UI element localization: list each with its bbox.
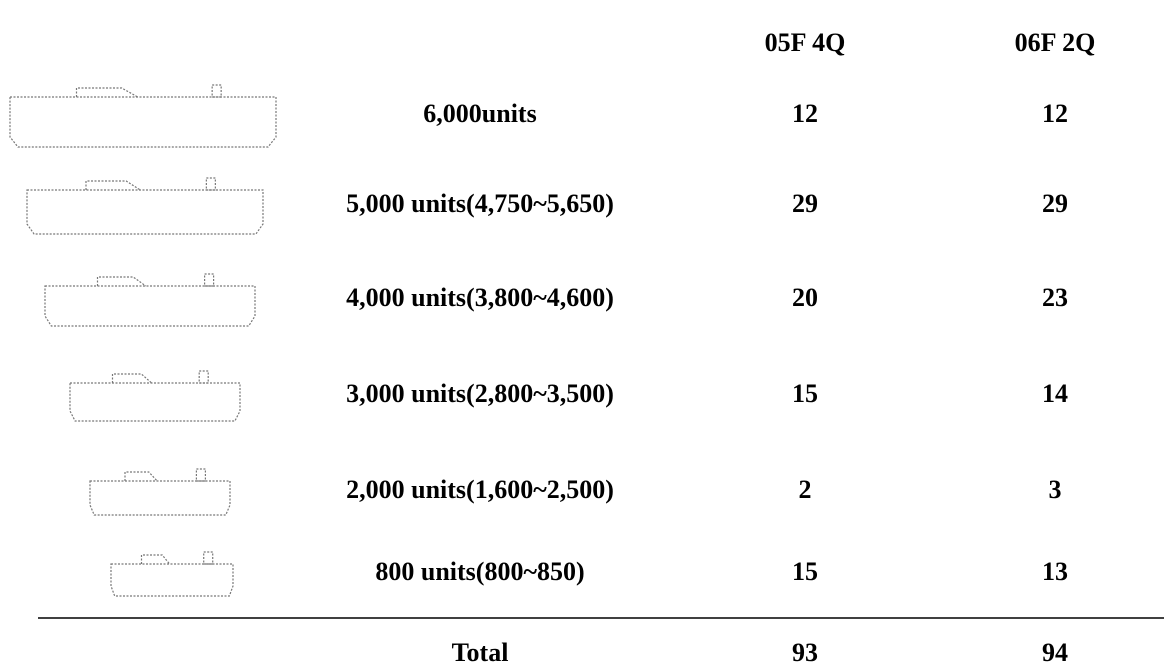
ship-bridge bbox=[204, 273, 215, 287]
ship-deckhouse bbox=[140, 554, 171, 565]
cell-value: 2 bbox=[799, 475, 812, 504]
ship-icon bbox=[110, 551, 234, 597]
cell-value: 23 bbox=[1042, 283, 1068, 312]
column-header: 05F 4Q bbox=[765, 28, 846, 57]
ship-deckhouse bbox=[124, 471, 158, 482]
total-label: Total bbox=[452, 638, 509, 667]
ship-hull bbox=[9, 96, 277, 148]
row-label: 5,000 units(4,750~5,650) bbox=[346, 189, 614, 218]
cell-value: 12 bbox=[1042, 99, 1068, 128]
ship-icon bbox=[9, 84, 277, 148]
column-header: 06F 2Q bbox=[1015, 28, 1096, 57]
ship-icon bbox=[89, 468, 231, 516]
cell-value: 13 bbox=[1042, 557, 1068, 586]
ship-hull bbox=[44, 285, 256, 327]
cell-value: 14 bbox=[1042, 379, 1068, 408]
ship-icon bbox=[44, 273, 256, 327]
ship-deckhouse bbox=[111, 373, 152, 384]
ship-deckhouse bbox=[96, 276, 147, 287]
cell-value: 3 bbox=[1049, 475, 1062, 504]
total-value: 94 bbox=[1042, 638, 1068, 667]
row-label: 6,000units bbox=[423, 99, 536, 128]
total-value: 93 bbox=[792, 638, 818, 667]
cell-value: 15 bbox=[792, 557, 818, 586]
ship-bridge bbox=[211, 84, 222, 98]
ship-bridge bbox=[205, 177, 216, 191]
ship-hull bbox=[69, 382, 241, 422]
cell-value: 29 bbox=[792, 189, 818, 218]
row-label: 800 units(800~850) bbox=[375, 557, 584, 586]
cell-value: 20 bbox=[792, 283, 818, 312]
cell-value: 29 bbox=[1042, 189, 1068, 218]
ship-deckhouse bbox=[75, 87, 138, 98]
ship-hull bbox=[110, 563, 234, 597]
ship-hull bbox=[26, 189, 264, 235]
ship-bridge bbox=[203, 551, 214, 565]
ship-bridge bbox=[195, 468, 206, 482]
row-label: 4,000 units(3,800~4,600) bbox=[346, 283, 614, 312]
row-label: 2,000 units(1,600~2,500) bbox=[346, 475, 614, 504]
cell-value: 15 bbox=[792, 379, 818, 408]
ship-icon bbox=[26, 177, 264, 235]
ship-deckhouse bbox=[85, 180, 141, 191]
cell-value: 12 bbox=[792, 99, 818, 128]
ship-hull bbox=[89, 480, 231, 516]
ship-bridge bbox=[198, 370, 209, 384]
ship-icon bbox=[69, 370, 241, 422]
row-label: 3,000 units(2,800~3,500) bbox=[346, 379, 614, 408]
